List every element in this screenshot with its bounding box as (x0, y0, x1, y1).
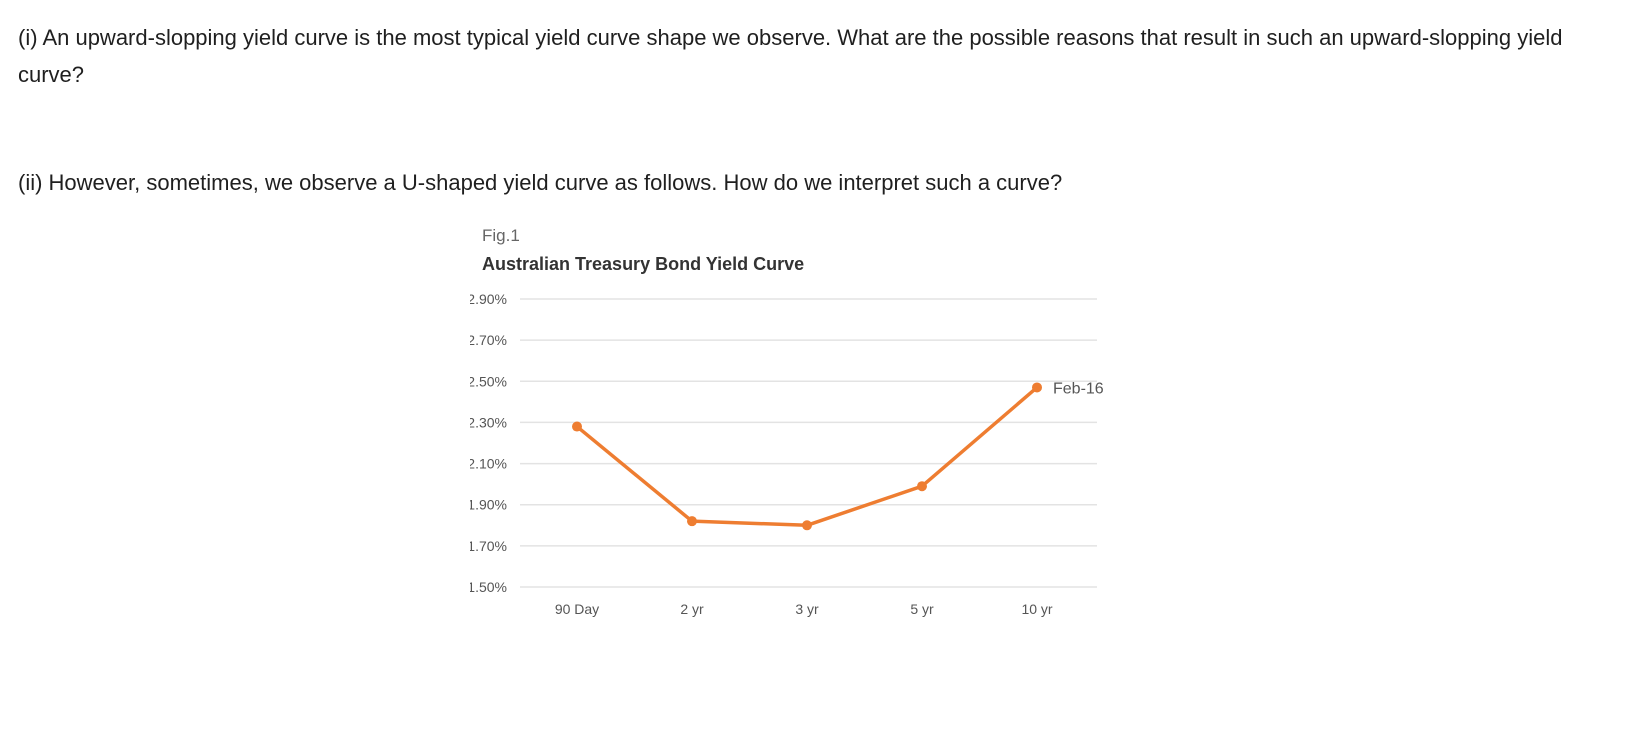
question-one: (i) An upward-slopping yield curve is th… (18, 25, 1563, 87)
question-two: (ii) However, sometimes, we observe a U-… (18, 170, 1063, 195)
x-tick-label: 3 yr (795, 601, 819, 617)
y-tick-label: 2.10% (470, 456, 507, 472)
y-tick-label: 1.50% (470, 579, 507, 595)
y-tick-label: 2.70% (470, 332, 507, 348)
y-tick-label: 2.30% (470, 414, 507, 430)
data-point (572, 421, 582, 432)
data-point (1032, 382, 1042, 393)
data-point (802, 520, 812, 531)
yield-curve-chart: 2.90% 2.70% 2.50% 2.30% 2.10% 1.90% 1.70% 1.50%… (470, 291, 1104, 617)
chart-title: Australian Treasury Bond Yield Curve (482, 254, 805, 274)
y-tick-label: 1.90% (470, 497, 507, 513)
data-point (687, 516, 697, 527)
series-label: Feb-16 (1053, 380, 1104, 397)
x-tick-label: 2 yr (680, 601, 704, 617)
data-point (917, 481, 927, 492)
y-tick-label: 1.70% (470, 538, 507, 554)
figure-label: Fig.1 (482, 226, 520, 245)
x-tick-label: 5 yr (910, 601, 934, 617)
x-tick-label: 90 Day (555, 601, 599, 617)
y-tick-label: 2.50% (470, 373, 507, 389)
yield-curve-figure: 2.90% 2.70% 2.50% 2.30% 2.10% 1.90% 1.70% 1.50%… (470, 220, 1170, 650)
y-tick-label: 2.90% (470, 291, 507, 307)
x-tick-label: 10 yr (1021, 601, 1052, 617)
